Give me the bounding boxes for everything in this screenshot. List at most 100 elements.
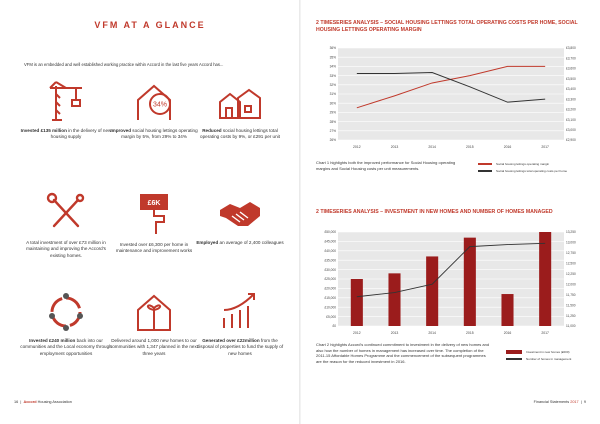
y-left-tick-label: £45,000 [324,240,336,244]
y-left-tick-label: 26% [330,138,337,142]
chart2-title: 2 TIMESERIES ANALYSIS – INVESTMENT IN NE… [316,209,553,215]
footer-org: Housing Association [37,400,72,404]
y-right-tick-label: £3,200 [566,108,576,112]
item-text-new-supply: Invested £135 million in the delivery of… [20,128,112,140]
y-right-tick-label: £3,300 [566,97,576,101]
y-left-tick-label: 32% [330,83,337,87]
item-text-community-investment: Invested £240 million back into our comm… [20,338,112,356]
y-left-tick-label: £30,000 [324,268,336,272]
chart2-investment-homes: £0 £5,000 £10,000 £15,000 £20,000 £25,000 £30,… [324,230,576,335]
houses-icon [219,88,261,119]
chart1-title: 2 TIMESERIES ANALYSIS – SOCIAL HOUSING L… [316,20,578,33]
footer-left: 16 | Accord Housing Association [14,400,72,404]
y-right-tick-label: 11,000 [566,324,576,328]
bar-investment [426,256,439,326]
gift-house-icon [137,294,171,331]
x-tick-label: 2014 [428,331,436,335]
item-disposals: Generated over £22million from the dispo… [194,290,286,357]
intro-text: VFM is an embedded and well established … [24,62,224,67]
line-homes-managed [356,242,546,298]
x-tick-label: 2012 [353,331,361,335]
growth-arrow-icon [223,293,255,328]
y-right-tick-label: £3,100 [566,118,576,122]
chart2-legend: Investment in new homes (£000) Number of… [506,350,571,364]
y-left-tick-label: £35,000 [324,258,336,262]
y-right-tick-label: £3,500 [566,77,576,81]
item-operating-margin: 34% Improved social housing lettings ope… [108,80,200,141]
y-left-tick-label: £15,000 [324,296,336,300]
y-left-tick-label: 35% [330,55,337,59]
y-right-tick-label: £3,800 [566,46,576,50]
crane-icon [49,81,82,121]
footer-section: Financial Statements [533,400,570,404]
line-operating-costs [356,72,546,103]
item-text-maintenance: A total investment of over £73 million i… [26,240,106,258]
y-left-tick-label: 36% [330,46,337,50]
chart1-legend-costs: Social housing lettings total operating … [478,169,567,173]
x-tick-label: 2015 [466,145,474,149]
y-right-tick-label: 11,750 [566,293,576,297]
y-right-tick-label: £3,700 [566,56,576,60]
item-text-operating-costs: Reduced social housing lettings total op… [200,128,280,140]
y-left-tick-label: £40,000 [324,249,336,253]
y-left-tick-label: 28% [330,120,337,124]
x-tick-label: 2015 [466,331,474,335]
item-text-disposals: Generated over £22million from the dispo… [196,338,284,356]
y-right-tick-label: £2,900 [566,138,576,142]
handshake-icon [220,202,260,226]
y-left-tick-label: 27% [330,129,337,133]
y-right-tick-label: £3,600 [566,67,576,71]
page-spine [299,0,301,424]
y-left-tick-label: 33% [330,74,337,78]
y-left-tick-label: 31% [330,92,337,96]
item-operating-costs: Reduced social housing lettings total op… [194,80,286,141]
item-text-operating-margin: Improved social housing lettings operati… [110,128,198,140]
right-page: 2 TIMESERIES ANALYSIS – SOCIAL HOUSING L… [300,0,600,424]
y-right-tick-label: 11,500 [566,303,576,307]
y-left-tick-label: £5,000 [326,315,336,319]
chart1-caption: Chart 1 highlights both the improved per… [316,160,456,171]
x-tick-label: 2012 [353,145,361,149]
bar-investment [501,294,514,326]
y-right-tick-label: 12,250 [566,272,576,276]
left-page: VFM AT A GLANCE VFM is an embedded and w… [14,20,286,404]
svg-text:34%: 34% [153,102,167,109]
x-tick-label: 2017 [541,331,549,335]
footer-year: 2017 [570,400,579,404]
chart2-legend-homes: Number of homes in management [506,357,571,361]
item-new-supply: Invested £135 million in the delivery of… [20,80,112,141]
paint-roller-icon: £6K [140,194,168,234]
y-left-tick-label: £50,000 [324,230,336,234]
y-right-tick-label: £3,000 [566,128,576,132]
bar-investment [463,237,476,326]
item-colleagues: Employed an average of 2,400 colleagues [194,192,286,246]
footer-page-number-right: 9 [583,400,586,404]
y-right-tick-label: 13,000 [566,241,576,245]
y-left-tick-label: £0 [332,324,336,328]
y-right-tick-label: 12,000 [566,282,576,286]
tools-icon [46,192,85,228]
footer-brand: Accord [23,400,37,404]
chart2-legend-investment: Investment in new homes (£000) [506,350,571,354]
y-left-tick-label: £10,000 [324,305,336,309]
y-right-tick-label: 13,250 [566,230,576,234]
chart1-legend-margin: Social housing lettings operating margin [478,162,567,166]
bar-investment [539,232,552,326]
x-tick-label: 2016 [504,331,512,335]
bar-investment [388,273,401,326]
item-maintenance: A total investment of over £73 million i… [20,192,112,259]
y-right-tick-label: 12,750 [566,251,576,255]
svg-text:£6K: £6K [148,200,161,207]
y-left-tick-label: 30% [330,101,337,105]
y-right-tick-label: 12,500 [566,262,576,266]
y-right-tick-label: 11,250 [566,314,576,318]
y-right-tick-label: £3,400 [566,87,576,91]
x-tick-label: 2017 [541,145,549,149]
percent-house-icon: 34% [137,84,171,120]
chart1-operating-costs-margin: 26% 27% 28% 29% 30% 31% 32% 33% 34% 35% 36% £2,900 £… [330,46,576,149]
y-left-tick-label: 29% [330,111,337,115]
bar-investment [350,279,363,326]
page-title: VFM AT A GLANCE [94,20,206,30]
y-left-tick-label: £25,000 [324,277,336,281]
y-left-tick-label: £20,000 [324,287,336,291]
